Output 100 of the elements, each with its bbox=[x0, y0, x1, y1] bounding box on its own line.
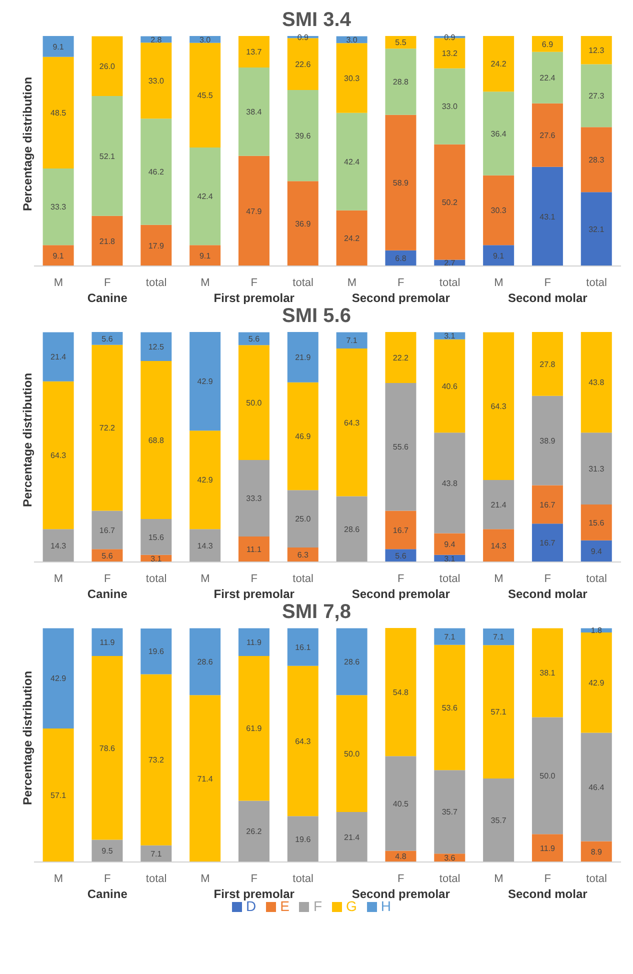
bar bbox=[238, 156, 270, 266]
data-label: 50.2 bbox=[442, 198, 458, 207]
bar bbox=[532, 103, 563, 167]
x-tick-label: F bbox=[398, 277, 405, 289]
legend-label: H bbox=[380, 898, 392, 914]
bar bbox=[336, 348, 368, 496]
bar bbox=[238, 800, 270, 862]
x-tick-label: M bbox=[200, 277, 210, 289]
x-tick-label: total bbox=[439, 873, 460, 885]
bar bbox=[92, 36, 123, 96]
bar bbox=[238, 628, 270, 656]
y-axis-title: Percentage distribution bbox=[20, 76, 34, 211]
bar bbox=[140, 224, 172, 266]
data-label: 47.9 bbox=[246, 206, 262, 216]
data-label: 21.4 bbox=[344, 832, 360, 842]
bar bbox=[532, 834, 563, 862]
bar bbox=[238, 345, 270, 460]
data-label: 50.0 bbox=[344, 749, 360, 758]
data-label: 5.5 bbox=[395, 38, 407, 48]
bar bbox=[190, 245, 221, 266]
data-label: 30.3 bbox=[344, 74, 360, 83]
bar bbox=[92, 344, 123, 511]
data-label: 27.3 bbox=[588, 92, 605, 101]
bar bbox=[287, 90, 318, 182]
bar bbox=[190, 628, 221, 696]
data-label: 42.4 bbox=[197, 192, 214, 202]
data-label: 5.6 bbox=[248, 334, 260, 344]
data-label: 28.6 bbox=[344, 524, 360, 534]
bar bbox=[532, 485, 563, 524]
data-label: 31.3 bbox=[588, 464, 605, 474]
data-label: 13.7 bbox=[246, 48, 262, 57]
data-label: 45.5 bbox=[197, 91, 214, 100]
bar bbox=[238, 68, 270, 156]
data-label: 21.4 bbox=[50, 352, 67, 362]
chart-title: SMI 3.4 bbox=[281, 8, 352, 32]
bar bbox=[287, 332, 318, 382]
bar bbox=[580, 540, 612, 562]
x-tick-label: F bbox=[544, 873, 552, 885]
data-label: 0.9 bbox=[297, 32, 309, 42]
bar bbox=[434, 770, 466, 854]
data-label: 24.2 bbox=[344, 234, 360, 244]
bar bbox=[287, 628, 318, 666]
bar bbox=[42, 36, 74, 57]
data-label: 16.7 bbox=[99, 526, 116, 535]
data-label: 72.2 bbox=[99, 424, 116, 433]
data-label: 30.3 bbox=[490, 206, 507, 216]
bar bbox=[434, 533, 466, 555]
data-label: 50.0 bbox=[246, 398, 262, 408]
data-label: 15.6 bbox=[588, 518, 605, 528]
x-tick-label: F bbox=[544, 277, 552, 289]
data-label: 9.1 bbox=[52, 251, 64, 260]
bar bbox=[42, 56, 74, 168]
data-label: 17.9 bbox=[148, 241, 164, 250]
text: Canine bbox=[87, 587, 128, 601]
data-label: 38.1 bbox=[540, 668, 556, 678]
bar bbox=[336, 112, 368, 210]
bar bbox=[140, 845, 172, 862]
bar bbox=[42, 332, 74, 382]
x-tick-label: M bbox=[54, 573, 64, 585]
bar bbox=[287, 816, 318, 862]
bar bbox=[287, 666, 318, 816]
bar bbox=[92, 510, 123, 550]
data-label: 6.9 bbox=[542, 40, 554, 49]
bar bbox=[287, 181, 318, 266]
bar bbox=[336, 496, 368, 562]
bar bbox=[190, 695, 221, 862]
data-label: 68.8 bbox=[148, 436, 164, 445]
bar bbox=[580, 504, 612, 540]
x-tick-label: M bbox=[494, 573, 504, 585]
data-label: 33.3 bbox=[50, 202, 67, 212]
bar bbox=[92, 216, 123, 266]
bar bbox=[190, 148, 221, 246]
data-label: 27.8 bbox=[540, 360, 556, 369]
data-label: 40.6 bbox=[442, 382, 458, 391]
bar bbox=[42, 529, 74, 562]
bar bbox=[238, 656, 270, 801]
bar bbox=[140, 628, 172, 674]
bar bbox=[483, 480, 514, 530]
data-label: 13.2 bbox=[442, 49, 458, 58]
data-label: 12.3 bbox=[588, 46, 605, 55]
x-tick-label: total bbox=[586, 873, 607, 885]
bar bbox=[532, 396, 563, 486]
bar bbox=[483, 778, 514, 862]
data-label: 2.8 bbox=[150, 35, 162, 44]
bar bbox=[190, 529, 221, 562]
bar bbox=[483, 645, 514, 779]
x-tick-label: F bbox=[104, 573, 112, 585]
data-label: 19.6 bbox=[148, 647, 164, 656]
bar bbox=[434, 332, 466, 340]
bar bbox=[140, 118, 172, 225]
chart-title: SMI 7,8 bbox=[281, 600, 352, 624]
x-tick-label: total bbox=[146, 573, 167, 585]
data-label: 5.6 bbox=[102, 334, 114, 344]
legend-label: G bbox=[346, 898, 357, 914]
bar bbox=[42, 245, 74, 266]
data-label: 64.3 bbox=[490, 402, 507, 411]
x-tick-label: M bbox=[200, 573, 210, 585]
data-label: 8.9 bbox=[590, 847, 602, 856]
bar bbox=[336, 43, 368, 113]
bar bbox=[42, 381, 74, 530]
